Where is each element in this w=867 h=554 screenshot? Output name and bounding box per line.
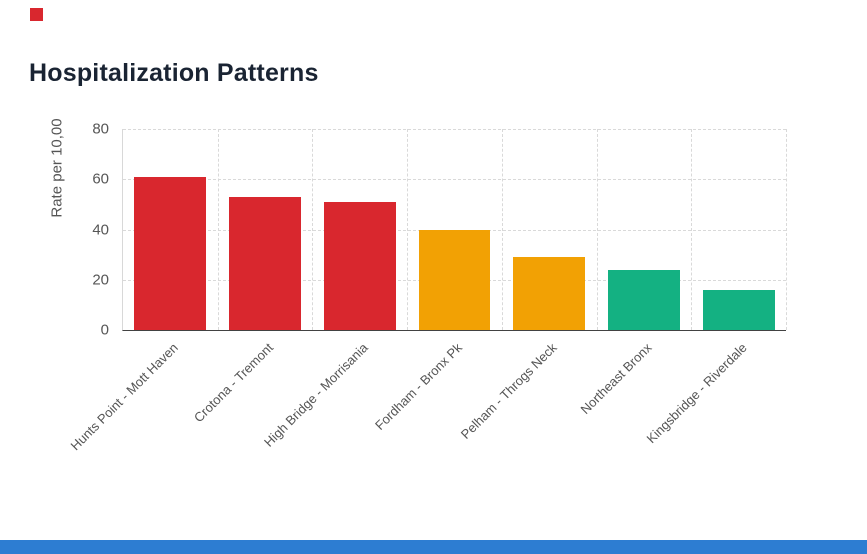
bar-2[interactable] — [323, 201, 396, 330]
y-tick-label: 20 — [92, 271, 109, 289]
bar-4[interactable] — [513, 257, 586, 330]
gridline-vertical — [501, 129, 503, 330]
x-axis-label: High Bridge - Morrisania — [260, 340, 371, 450]
x-axis-label: Hunts Point - Mott Haven — [67, 340, 181, 454]
bar-1[interactable] — [229, 196, 302, 330]
bar-0[interactable] — [134, 176, 207, 330]
y-tick-label: 60 — [92, 170, 109, 188]
y-tick-label: 40 — [92, 221, 109, 238]
gridline-vertical — [596, 129, 598, 330]
y-axis-title: Rate per 10,00 — [48, 118, 66, 218]
gridline-vertical — [786, 129, 787, 330]
x-axis-label: Kingsbridge - Riverdale — [643, 340, 750, 447]
page-title: Hospitalization Patterns — [29, 58, 319, 87]
bar-3[interactable] — [418, 229, 491, 330]
y-tick-label: 80 — [92, 120, 109, 138]
x-axis-label: Northeast Bronx — [577, 340, 655, 418]
gridline-vertical — [691, 129, 693, 330]
gridline-horizontal — [123, 129, 786, 130]
bottom-bar — [0, 540, 867, 554]
x-axis-label: Pelham - Throgs Neck — [457, 340, 560, 442]
gridline-horizontal — [123, 179, 786, 181]
bar-chart: Rate per 10,00 0 20 40 60 80 Hunts Point - Mo… — [48, 118, 787, 453]
plot-area: 0 20 40 60 80 Hunts Point - Mott Haven Crotona… — [68, 121, 787, 453]
accent-red-square — [30, 8, 43, 21]
bar-5[interactable] — [607, 269, 680, 330]
gridline-vertical — [312, 129, 314, 330]
x-axis-label: Crotona - Tremont — [190, 340, 276, 426]
x-axis-label: Fordham - Bronx Pk — [372, 340, 466, 433]
gridline-vertical — [407, 129, 409, 330]
gridline-vertical — [217, 129, 219, 330]
y-tick-label: 0 — [100, 321, 109, 339]
bar-6[interactable] — [702, 289, 775, 330]
